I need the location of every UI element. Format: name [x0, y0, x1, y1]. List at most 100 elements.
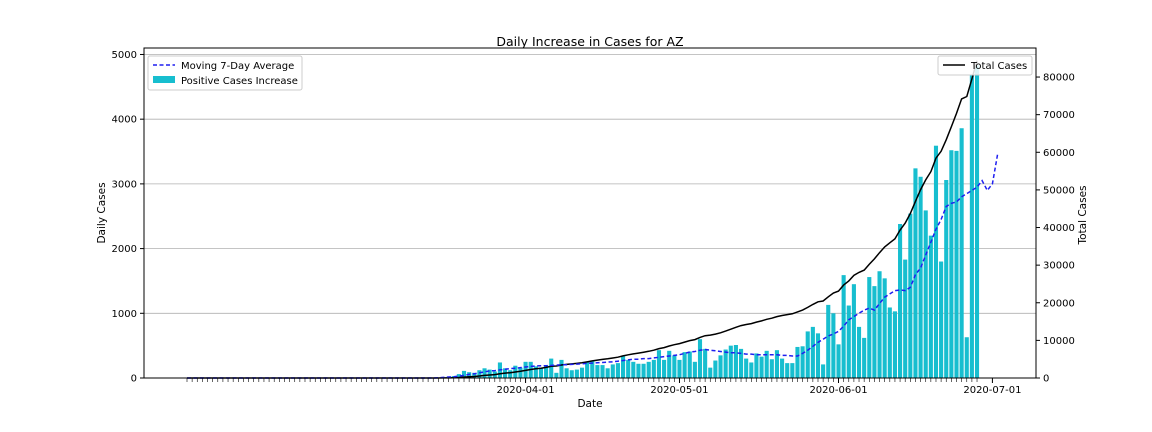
- bar: [974, 65, 980, 379]
- bar: [538, 367, 544, 378]
- bar: [928, 235, 933, 378]
- bar: [456, 374, 461, 378]
- x-tick-label: 2020-06-01: [809, 385, 867, 396]
- bar: [841, 275, 846, 378]
- bar: [569, 370, 574, 378]
- bar: [477, 370, 482, 378]
- bar: [605, 368, 610, 378]
- bar: [826, 304, 831, 378]
- y-tick-label: 3000: [112, 179, 137, 190]
- bar: [533, 366, 538, 378]
- legend-total-label: Total Cases: [970, 61, 1027, 72]
- bar: [641, 363, 646, 378]
- y2-tick-label: 80000: [1043, 73, 1075, 84]
- bar: [939, 261, 944, 378]
- bar: [815, 333, 821, 378]
- bar: [964, 337, 969, 378]
- bar: [933, 145, 939, 378]
- bar: [718, 355, 723, 378]
- bar: [620, 356, 626, 378]
- bar: [585, 361, 590, 378]
- bar: [687, 351, 692, 378]
- y2-tick-label: 40000: [1043, 223, 1075, 234]
- bar: [872, 286, 877, 378]
- bar: [738, 348, 744, 378]
- legend-left-box: [147, 55, 303, 91]
- bar: [862, 337, 867, 378]
- bar: [821, 364, 826, 378]
- legend-bars-label: Positive Cases Increase: [181, 76, 298, 87]
- bar: [754, 353, 759, 378]
- bar: [600, 365, 605, 378]
- bar: [549, 358, 554, 378]
- bar: [626, 359, 631, 378]
- bar: [918, 176, 923, 378]
- y-tick-label: 2000: [112, 244, 137, 255]
- bar: [800, 346, 805, 378]
- bar: [908, 213, 913, 378]
- bar: [682, 352, 687, 378]
- y2-tick-label: 70000: [1043, 110, 1075, 121]
- bar: [846, 305, 851, 378]
- bar: [892, 311, 897, 378]
- bar: [898, 224, 903, 378]
- plot-frame: [143, 47, 1037, 379]
- bar: [877, 271, 882, 378]
- y2-axis-label: Total Cases: [1077, 185, 1089, 245]
- axes: 0100020003000400050000100002000030000400…: [112, 50, 1075, 396]
- y2-tick-label: 30000: [1043, 261, 1075, 272]
- x-axis-label: Date: [577, 398, 602, 410]
- y-tick-label: 4000: [112, 115, 137, 126]
- legend-left: Moving 7-Day Average Positive Cases Incr…: [147, 55, 303, 91]
- bar: [769, 359, 774, 378]
- bar: [662, 359, 667, 378]
- bar: [508, 370, 513, 378]
- bar: [836, 344, 841, 378]
- bar: [954, 150, 959, 378]
- gridlines: [144, 54, 1036, 314]
- bar: [574, 369, 579, 378]
- bar: [831, 313, 836, 378]
- bar: [790, 363, 795, 378]
- moving-average-line: [187, 154, 999, 379]
- bar: [615, 363, 620, 378]
- legend-average-label: Moving 7-Day Average: [181, 61, 294, 72]
- legend-right: Total Cases: [937, 55, 1033, 76]
- bar: [805, 331, 810, 378]
- y-tick-label: 0: [131, 374, 137, 385]
- bar: [646, 361, 651, 378]
- bar: [482, 368, 487, 378]
- bar: [692, 361, 697, 378]
- legend-right-box: [937, 55, 1033, 76]
- bar: [949, 150, 954, 378]
- bar: [610, 364, 615, 378]
- bar: [518, 367, 523, 378]
- bar: [697, 339, 703, 378]
- y-tick-label: 1000: [112, 309, 137, 320]
- bar: [656, 350, 662, 378]
- bar: [677, 359, 682, 378]
- bar: [559, 359, 564, 378]
- bar: [667, 350, 672, 378]
- y2-tick-label: 60000: [1043, 148, 1075, 159]
- bar: [723, 349, 728, 378]
- bar: [785, 363, 790, 378]
- bar: [944, 180, 949, 378]
- bar: [759, 356, 764, 378]
- bar: [554, 372, 559, 378]
- bar: [595, 365, 600, 378]
- bar: [969, 75, 974, 379]
- bar: [882, 278, 887, 378]
- bar: [472, 372, 477, 378]
- bar: [887, 307, 892, 378]
- bar: [744, 358, 749, 378]
- bar: [651, 359, 656, 378]
- bar: [544, 365, 549, 378]
- bar: [703, 348, 708, 378]
- bar: [851, 284, 856, 378]
- x-tick-label: 2020-07-01: [963, 385, 1021, 396]
- bar: [749, 362, 754, 378]
- bar: [795, 346, 800, 378]
- bar: [923, 210, 928, 378]
